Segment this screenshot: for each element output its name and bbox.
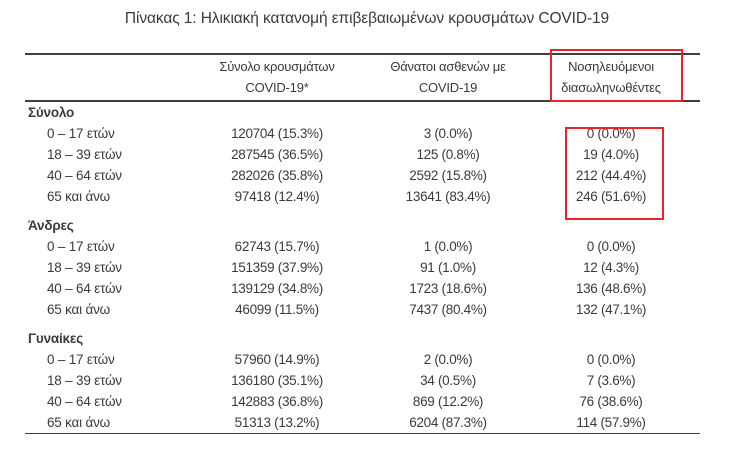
age-group-label: 65 και άνω <box>47 189 111 204</box>
deaths-value: 91 (1.0%) <box>420 260 476 275</box>
table-row: 65 και άνω 46099 (11.5%) 7437 (80.4%) 13… <box>25 299 700 320</box>
section-header-row: Γυναίκες <box>25 328 700 349</box>
age-group-label: 40 – 64 ετών <box>47 168 122 183</box>
table-row: 65 και άνω 51313 (13.2%) 6204 (87.3%) 11… <box>25 412 700 433</box>
table-row: 18 – 39 ετών 136180 (35.1%) 34 (0.5%) 7 … <box>25 370 700 391</box>
table-row: 0 – 17 ετών 120704 (15.3%) 3 (0.0%) 0 (0… <box>25 123 700 144</box>
cases-value: 287545 (36.5%) <box>231 147 323 162</box>
intubated-value: 19 (4.0%) <box>583 147 639 162</box>
age-group-label: 0 – 17 ετών <box>47 352 115 367</box>
intubated-value: 132 (47.1%) <box>575 302 647 317</box>
deaths-value: 3 (0.0%) <box>423 126 473 141</box>
deaths-value: 2 (0.0%) <box>423 352 473 367</box>
intubated-value: 246 (51.6%) <box>575 189 647 204</box>
age-group-label: 40 – 64 ετών <box>47 394 122 409</box>
cases-value: 57960 (14.9%) <box>234 352 320 367</box>
deaths-value: 869 (12.2%) <box>412 394 484 409</box>
intubated-value: 0 (0.0%) <box>586 126 636 141</box>
section-header-row: Σύνολο <box>25 102 700 123</box>
deaths-value: 1 (0.0%) <box>423 239 473 254</box>
covid-age-distribution-table: Σύνολο κρουσμάτων COVID-19* Θάνατοι ασθε… <box>25 49 700 434</box>
table-body: Σύνολο 0 – 17 ετών 120704 (15.3%) 3 (0.0… <box>25 102 700 434</box>
deaths-value: 6204 (87.3%) <box>409 415 487 430</box>
intubated-value: 0 (0.0%) <box>586 239 636 254</box>
intubated-value: 114 (57.9%) <box>576 415 646 430</box>
age-group-label: 18 – 39 ετών <box>47 373 122 388</box>
header-deaths: Θάνατοι ασθενών με COVID-19 <box>390 59 506 95</box>
header-intubated: Νοσηλευόμενοι διασωληνωθέντες <box>561 59 661 95</box>
table-row: 65 και άνω 97418 (12.4%) 13641 (83.4%) 2… <box>25 186 700 207</box>
cases-value: 136180 (35.1%) <box>231 373 323 388</box>
table-row: 40 – 64 ετών 142883 (36.8%) 869 (12.2%) … <box>25 391 700 412</box>
intubated-value: 136 (48.6%) <box>575 281 647 296</box>
table-row: 18 – 39 ετών 151359 (37.9%) 91 (1.0%) 12… <box>25 257 700 278</box>
age-group-label: 65 και άνω <box>47 415 111 430</box>
table-row: 40 – 64 ετών 282026 (35.8%) 2592 (15.8%)… <box>25 165 700 186</box>
deaths-value: 7437 (80.4%) <box>409 302 487 317</box>
table-row: 18 – 39 ετών 287545 (36.5%) 125 (0.8%) 1… <box>25 144 700 165</box>
age-group-label: 40 – 64 ετών <box>47 281 122 296</box>
section-name: Σύνολο <box>28 105 75 120</box>
cases-value: 139129 (34.8%) <box>231 281 323 296</box>
deaths-value: 1723 (18.6%) <box>409 281 487 296</box>
age-group-label: 18 – 39 ετών <box>47 147 122 162</box>
cases-value: 120704 (15.3%) <box>231 126 323 141</box>
cases-value: 97418 (12.4%) <box>234 189 320 204</box>
header-total-cases: Σύνολο κρουσμάτων COVID-19* <box>219 59 335 95</box>
table-row: 0 – 17 ετών 57960 (14.9%) 2 (0.0%) 0 (0.… <box>25 349 700 370</box>
table-header-row: Σύνολο κρουσμάτων COVID-19* Θάνατοι ασθε… <box>25 53 700 102</box>
table-title: Πίνακας 1: Ηλικιακή κατανομή επιβεβαιωμέ… <box>124 10 610 27</box>
cases-value: 142883 (36.8%) <box>231 394 323 409</box>
intubated-value: 76 (38.6%) <box>579 394 643 409</box>
cases-value: 282026 (35.8%) <box>231 168 323 183</box>
section-men: Άνδρες 0 – 17 ετών 62743 (15.7%) 1 (0.0%… <box>25 207 700 320</box>
cases-value: 151359 (37.9%) <box>231 260 323 275</box>
intubated-value: 7 (3.6%) <box>586 373 636 388</box>
age-group-label: 65 και άνω <box>47 302 111 317</box>
intubated-value: 12 (4.3%) <box>583 260 639 275</box>
section-total: Σύνολο 0 – 17 ετών 120704 (15.3%) 3 (0.0… <box>25 102 700 207</box>
intubated-value: 212 (44.4%) <box>575 168 647 183</box>
deaths-value: 13641 (83.4%) <box>405 189 491 204</box>
deaths-value: 2592 (15.8%) <box>409 168 487 183</box>
cases-value: 62743 (15.7%) <box>234 239 320 254</box>
age-group-label: 0 – 17 ετών <box>47 239 115 254</box>
section-women: Γυναίκες 0 – 17 ετών 57960 (14.9%) 2 (0.… <box>25 320 700 433</box>
intubated-value: 0 (0.0%) <box>586 352 636 367</box>
section-name: Γυναίκες <box>28 331 83 346</box>
cases-value: 46099 (11.5%) <box>235 302 319 317</box>
deaths-value: 125 (0.8%) <box>416 147 480 162</box>
age-group-label: 18 – 39 ετών <box>47 260 122 275</box>
age-group-label: 0 – 17 ετών <box>47 126 115 141</box>
table-row: 0 – 17 ετών 62743 (15.7%) 1 (0.0%) 0 (0.… <box>25 236 700 257</box>
section-header-row: Άνδρες <box>25 215 700 236</box>
cases-value: 51313 (13.2%) <box>234 415 320 430</box>
table-row: 40 – 64 ετών 139129 (34.8%) 1723 (18.6%)… <box>25 278 700 299</box>
section-name: Άνδρες <box>28 218 74 233</box>
deaths-value: 34 (0.5%) <box>420 373 476 388</box>
